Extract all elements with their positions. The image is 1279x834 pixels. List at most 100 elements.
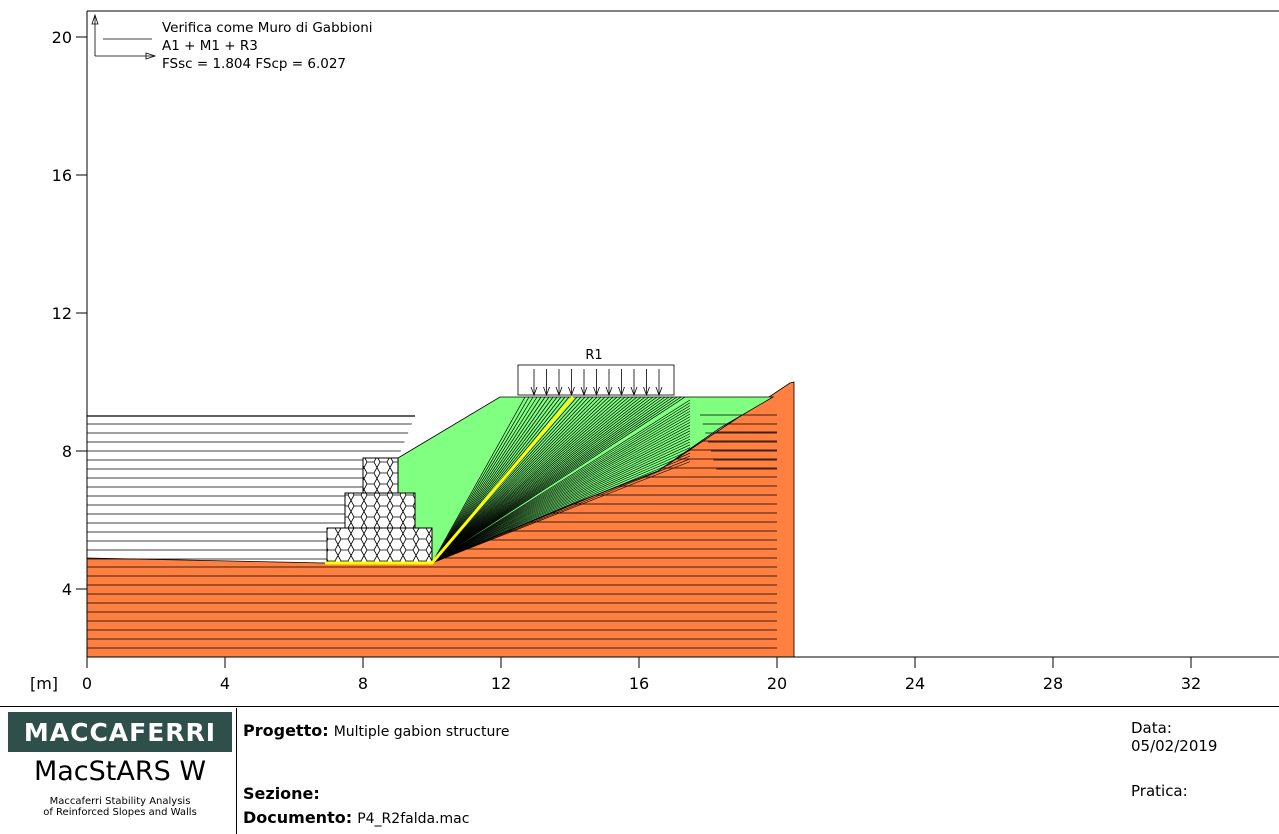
trial-slip-line: [431, 413, 691, 564]
trial-slip-line: [431, 396, 670, 564]
trial-slip-line: [431, 396, 586, 564]
x-ticks: 0 4 8 12 16 20 24 28 32: [82, 657, 1201, 693]
load-arrow-head: [555, 386, 563, 397]
trial-slip-line: [431, 396, 526, 564]
product-subtitle: Maccaferri Stability Analysis of Reinfor…: [8, 796, 232, 818]
y-tick-label: 12: [52, 304, 72, 323]
section-drawing: R1 4 8 12 16 20 0 4 8 12 16 20 24 28 32 …: [30, 10, 1279, 693]
trial-slip-line: [431, 441, 691, 564]
x-tick-label: 4: [220, 674, 230, 693]
trial-slip-line: [431, 399, 691, 564]
trial-slip-line: [431, 396, 658, 564]
trial-slip-line: [431, 396, 614, 564]
load-arrow-head: [655, 386, 663, 397]
trial-slip-line: [431, 396, 682, 564]
trial-slip-line: [431, 396, 598, 564]
axis-unit-label: [m]: [30, 674, 58, 693]
trial-slip-line: [431, 430, 691, 564]
trial-slip-line: [431, 396, 626, 564]
load-arrow-head: [593, 386, 600, 397]
pratica-label: Pratica:: [1131, 782, 1188, 800]
analysis-annotation: Verifica come Muro di Gabbioni A1 + M1 +…: [91, 13, 373, 72]
documento-field: Documento: P4_R2falda.mac: [243, 808, 469, 827]
trial-slip-line: [431, 461, 691, 564]
trial-slip-line: [431, 433, 691, 564]
progetto-label: Progetto:: [243, 721, 329, 740]
backfill-lines: [700, 414, 777, 470]
load-arrow-head: [530, 386, 538, 397]
y-tick-label: 16: [52, 166, 72, 185]
gabion-block-middle: [344, 492, 416, 531]
trial-slip-line: [431, 396, 650, 564]
trial-slip-line: [431, 396, 654, 564]
progetto-field: Progetto: Multiple gabion structure: [243, 721, 509, 740]
trial-slip-line: [431, 396, 634, 564]
gabion-block-bottom: [326, 527, 433, 564]
surcharge-load: [517, 364, 675, 396]
load-arrows: [530, 369, 663, 397]
documento-value: P4_R2falda.mac: [357, 811, 470, 827]
trial-slip-line: [431, 450, 691, 564]
trial-slip-line: [431, 396, 610, 564]
trial-slip-line: [431, 396, 534, 564]
trial-slip-line: [431, 396, 590, 564]
product-name: MacStARS W: [33, 756, 207, 787]
y-tick-label: 4: [62, 580, 72, 599]
y-tick-label: 20: [52, 28, 72, 47]
documento-label: Documento:: [243, 808, 353, 827]
trial-slip-line: [431, 405, 691, 564]
trial-slip-line: [431, 396, 646, 564]
trial-slip-line: [431, 396, 562, 564]
trial-slip-line: [431, 396, 530, 564]
load-arrow-head: [605, 386, 613, 397]
trial-slip-line: [431, 408, 691, 564]
trial-slip-line: [431, 396, 554, 564]
load-label: R1: [585, 348, 602, 363]
title-block: [0, 706, 1279, 834]
title-block-divider: [236, 708, 237, 834]
data-label: Data:: [1131, 719, 1172, 737]
product-subtitle-line-2: of Reinforced Slopes and Walls: [43, 807, 197, 818]
trial-slip-line: [431, 396, 618, 564]
critical-slip-surface: [325, 396, 575, 565]
product-subtitle-line-1: Maccaferri Stability Analysis: [49, 796, 191, 807]
annotation-safety-factors: FSsc = 1.804 FScp = 6.027: [162, 56, 346, 72]
trial-slip-line: [431, 396, 606, 564]
trial-slip-line: [431, 396, 686, 564]
load-arrow-head: [643, 386, 650, 397]
annotation-title: Verifica come Muro di Gabbioni: [162, 20, 373, 36]
slip-surface-fan: [431, 396, 691, 564]
annotation-combo: A1 + M1 + R3: [162, 38, 258, 54]
trial-slip-line: [431, 458, 691, 564]
trial-slip-line: [431, 396, 542, 564]
sezione-label: Sezione:: [243, 784, 320, 803]
title-block-top-rule: [0, 706, 1279, 707]
x-tick-label: 28: [1043, 674, 1063, 693]
trial-slip-line: [431, 436, 691, 564]
trial-slip-line: [431, 396, 550, 564]
progetto-value: Multiple gabion structure: [333, 724, 510, 740]
load-arrow-head: [630, 386, 638, 397]
trial-slip-line: [431, 396, 602, 564]
y-ticks: 4 8 12 16 20: [52, 28, 87, 599]
trial-slip-line: [431, 447, 691, 564]
trial-slip-line: [431, 427, 691, 564]
load-arrow-head: [568, 386, 575, 397]
x-tick-label: 32: [1181, 674, 1201, 693]
trial-slip-line: [431, 396, 546, 564]
data-field: Data: 05/02/2019: [1131, 719, 1217, 755]
trial-slip-line: [431, 455, 691, 564]
y-tick-label: 8: [62, 442, 72, 461]
trial-slip-line: [431, 396, 674, 564]
trial-slip-line: [431, 396, 594, 564]
load-arrow-head: [580, 386, 588, 397]
trial-slip-line: [431, 438, 691, 564]
trial-slip-line: [431, 419, 691, 564]
trial-slip-line: [431, 396, 622, 564]
x-tick-label: 24: [905, 674, 925, 693]
trial-slip-line: [431, 396, 666, 564]
load-arrow-head: [618, 386, 625, 397]
trial-slip-line: [431, 422, 691, 564]
sezione-field: Sezione:: [243, 784, 320, 803]
trial-slip-line: [431, 396, 638, 564]
